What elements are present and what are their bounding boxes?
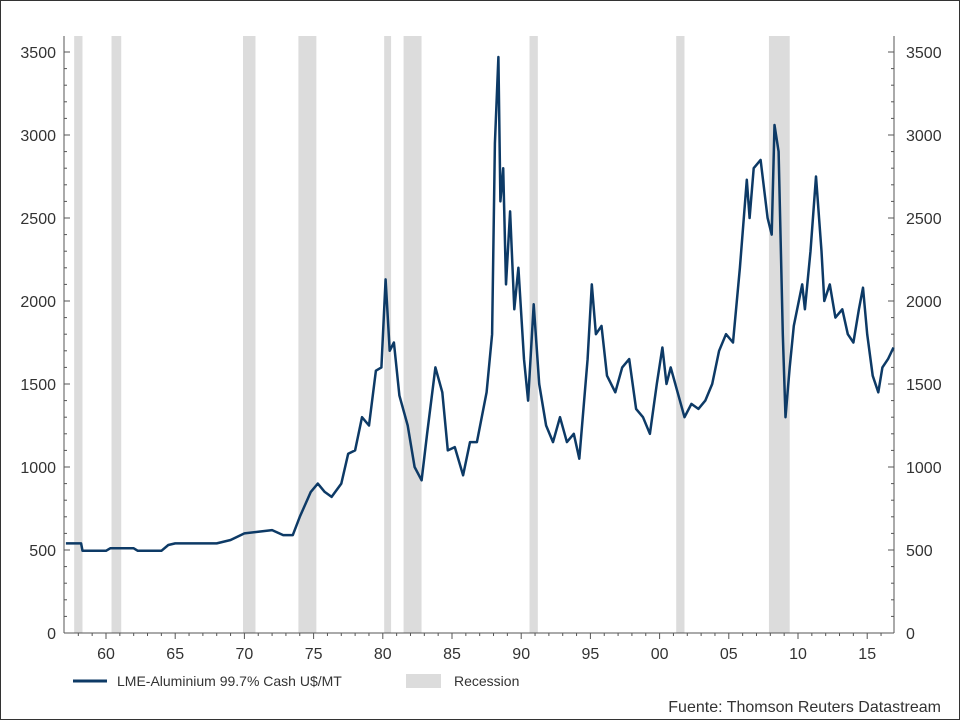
y-tick-label-left: 0 [47, 626, 56, 643]
legend-recession-swatch [406, 674, 441, 688]
recession-band [298, 36, 317, 633]
legend-label-recession: Recession [454, 673, 519, 689]
y-tick-label-left: 1000 [20, 460, 56, 477]
recession-band [111, 36, 122, 633]
y-tick-label-left: 3000 [20, 128, 56, 145]
x-tick-label: 75 [305, 646, 323, 663]
source-note: Fuente: Thomson Reuters Datastream [668, 699, 941, 716]
x-tick-label: 85 [443, 646, 461, 663]
legend: LME-Aluminium 99.7% Cash U$/MT Recession [73, 673, 519, 689]
y-tick-label-right: 2000 [906, 294, 942, 311]
legend-label-aluminium: LME-Aluminium 99.7% Cash U$/MT [117, 673, 342, 689]
y-tick-label-right: 2500 [906, 211, 942, 228]
x-tick-label: 90 [512, 646, 530, 663]
x-tick-label: 65 [166, 646, 184, 663]
y-tick-label-right: 0 [906, 626, 915, 643]
y-tick-label-left: 2500 [20, 211, 56, 228]
y-tick-label-left: 3500 [20, 45, 56, 62]
x-tick-label: 80 [374, 646, 392, 663]
x-tick-label: 70 [236, 646, 254, 663]
x-tick-label: 60 [97, 646, 115, 663]
y-tick-label-right: 3500 [906, 45, 942, 62]
x-tick-label: 10 [789, 646, 807, 663]
series-line-aluminium [65, 55, 895, 553]
series-layer [65, 55, 895, 553]
y-tick-label-right: 3000 [906, 128, 942, 145]
recession-band [74, 36, 83, 633]
x-tick-label: 15 [858, 646, 876, 663]
y-tick-label-right: 500 [906, 543, 933, 560]
x-tick-label: 95 [582, 646, 600, 663]
y-tick-label-right: 1500 [906, 377, 942, 394]
y-tick-label-left: 500 [29, 543, 56, 560]
recession-band [243, 36, 256, 633]
recession-band [529, 36, 538, 633]
y-tick-label-right: 1000 [906, 460, 942, 477]
y-tick-label-left: 2000 [20, 294, 56, 311]
recession-band [768, 36, 790, 633]
recession-band [403, 36, 422, 633]
x-tick-label: 00 [651, 646, 669, 663]
recession-band [676, 36, 685, 633]
x-tick-label: 05 [720, 646, 738, 663]
y-tick-label-left: 1500 [20, 377, 56, 394]
